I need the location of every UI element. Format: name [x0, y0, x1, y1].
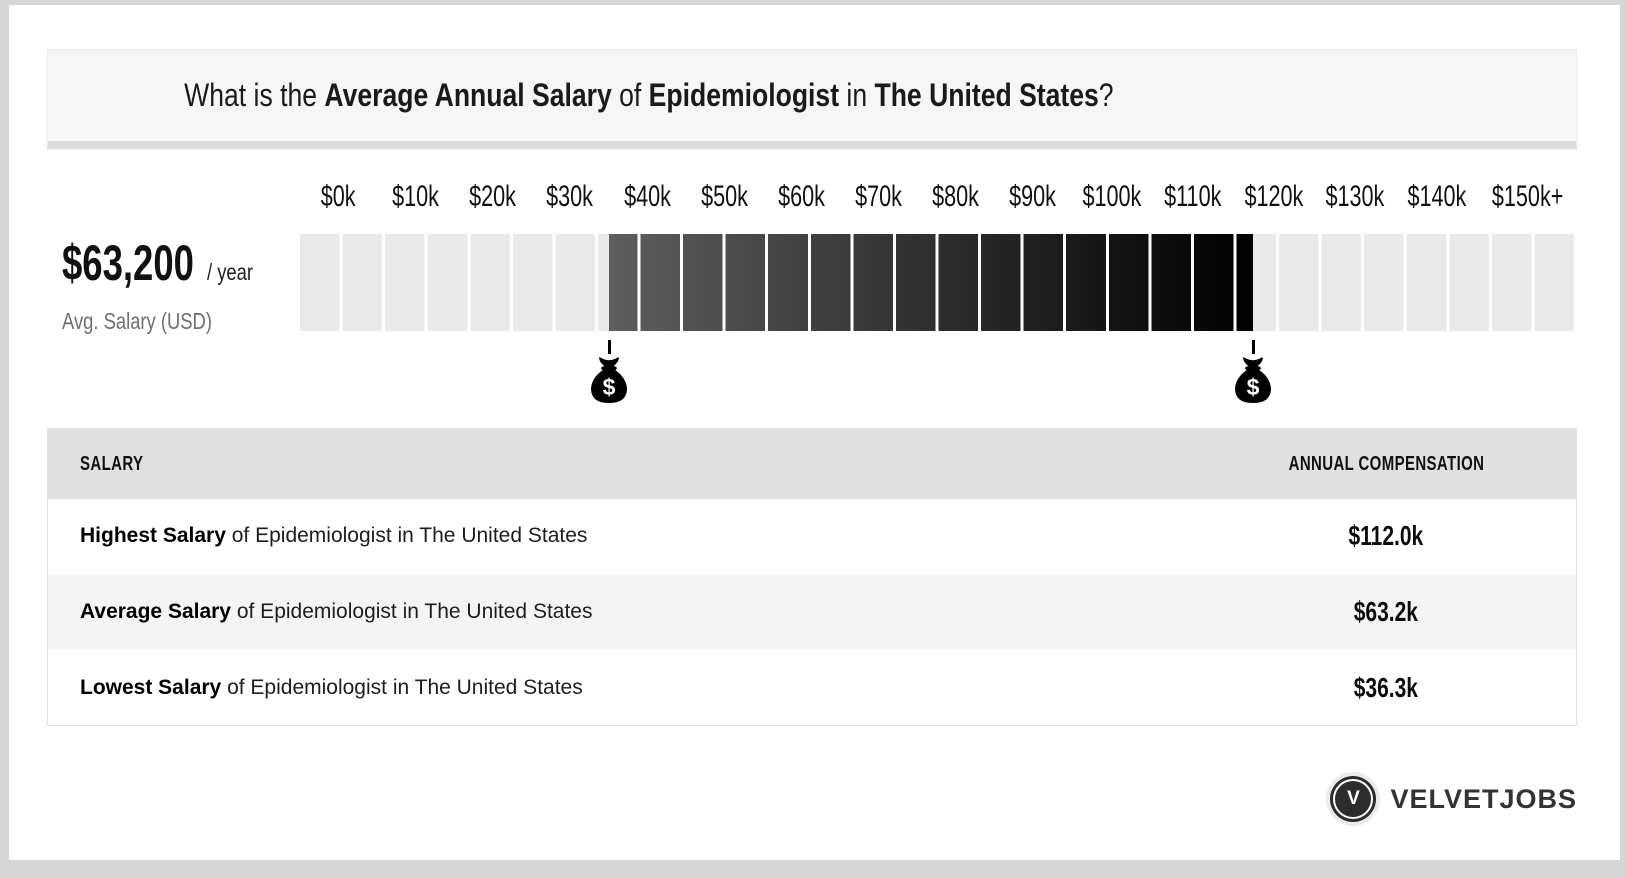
table-row: Lowest Salary of Epidemiologist in The U…: [48, 649, 1576, 725]
bar-markers: $ $: [300, 331, 1577, 406]
marker-tick: [607, 340, 611, 354]
brand-initial: V: [1347, 788, 1360, 809]
svg-text:$: $: [603, 374, 616, 400]
title-box: What is the Average Annual Salary of Epi…: [47, 49, 1577, 149]
row-compensation-value: $112.0k: [1348, 520, 1424, 551]
velvetjobs-logo-icon: V: [1330, 776, 1377, 822]
title-bold-segment: The United States: [874, 77, 1099, 113]
footer: V VELVETJOBS: [47, 776, 1577, 822]
salary-range-chart: $63,200 / year Avg. Salary (USD) $0k $10k…: [47, 180, 1577, 406]
axis-tick-label: $110k: [1164, 180, 1222, 213]
axis-tick-label: $10k: [392, 180, 440, 213]
average-salary-amount: $63,200: [62, 235, 194, 291]
highest-salary-marker: $: [1231, 331, 1275, 403]
row-label: Lowest Salary of Epidemiologist in The U…: [80, 676, 583, 699]
avg-salary-caption: Avg. Salary (USD): [62, 308, 212, 334]
row-label: Average Salary of Epidemiologist in The …: [80, 600, 593, 623]
axis-tick-label: $100k: [1082, 180, 1142, 213]
axis-tick-label: $150k+: [1491, 180, 1564, 213]
salary-card: What is the Average Annual Salary of Epi…: [9, 5, 1620, 860]
title-segment: ?: [1098, 77, 1114, 113]
axis-tick-label: $120k: [1243, 180, 1303, 213]
bar-highlight-range: [609, 234, 1254, 331]
svg-text:$: $: [1247, 374, 1260, 400]
money-bag-icon: $: [591, 357, 627, 403]
table-row: Highest Salary of Epidemiologist in The …: [48, 499, 1576, 573]
axis-tick-label: $70k: [855, 180, 902, 213]
table-row: Average Salary of Epidemiologist in The …: [48, 573, 1576, 649]
marker-tick: [1251, 340, 1255, 354]
axis-tick-label: $50k: [700, 180, 748, 213]
axis-tick-label: $90k: [1009, 180, 1057, 213]
title-segment: in: [839, 77, 875, 113]
axis-tick-label: $140k: [1407, 180, 1467, 213]
axis-tick-label: $60k: [777, 180, 825, 213]
table-body: Highest Salary of Epidemiologist in The …: [48, 499, 1576, 725]
compensation-column-header: ANNUAL COMPENSATION: [1288, 452, 1484, 475]
axis-tick-label: $20k: [469, 180, 517, 213]
row-label: Highest Salary of Epidemiologist in The …: [80, 524, 588, 547]
per-year-label: / year: [207, 259, 254, 285]
axis-tick-label: $80k: [932, 180, 979, 213]
title-segment: of: [611, 77, 649, 113]
salary-table: SALARY ANNUAL COMPENSATION Highest Salar…: [47, 428, 1577, 726]
velvetjobs-logo[interactable]: V VELVETJOBS: [1330, 776, 1577, 822]
title-segment: What is the: [184, 77, 325, 113]
row-compensation-value: $36.3k: [1353, 672, 1419, 703]
chart-main: $0k $10k $20k $30k $40k $50k $60k $70k $80k $90k $…: [300, 180, 1577, 406]
lowest-salary-marker: $: [587, 331, 631, 403]
axis-tick-label: $30k: [546, 180, 594, 213]
table-header-row: SALARY ANNUAL COMPENSATION: [48, 429, 1576, 499]
brand-name: VELVETJOBS: [1390, 783, 1577, 814]
average-salary-summary: $63,200 / year Avg. Salary (USD): [47, 182, 300, 406]
axis-tick-label: $0k: [321, 180, 356, 213]
row-compensation-value: $63.2k: [1353, 596, 1419, 627]
title-bold-segment: Average Annual Salary: [324, 77, 612, 113]
axis-tick-label: $130k: [1325, 180, 1385, 213]
money-bag-icon: $: [1235, 357, 1272, 403]
axis-labels: $0k $10k $20k $30k $40k $50k $60k $70k $80k $90k $…: [300, 180, 1577, 213]
salary-column-header: SALARY: [80, 452, 144, 475]
axis-tick-label: $40k: [623, 180, 671, 213]
salary-bar: [300, 234, 1577, 331]
title-bold-segment: Epidemiologist: [648, 77, 840, 113]
page-title: What is the Average Annual Salary of Epi…: [184, 77, 1113, 114]
